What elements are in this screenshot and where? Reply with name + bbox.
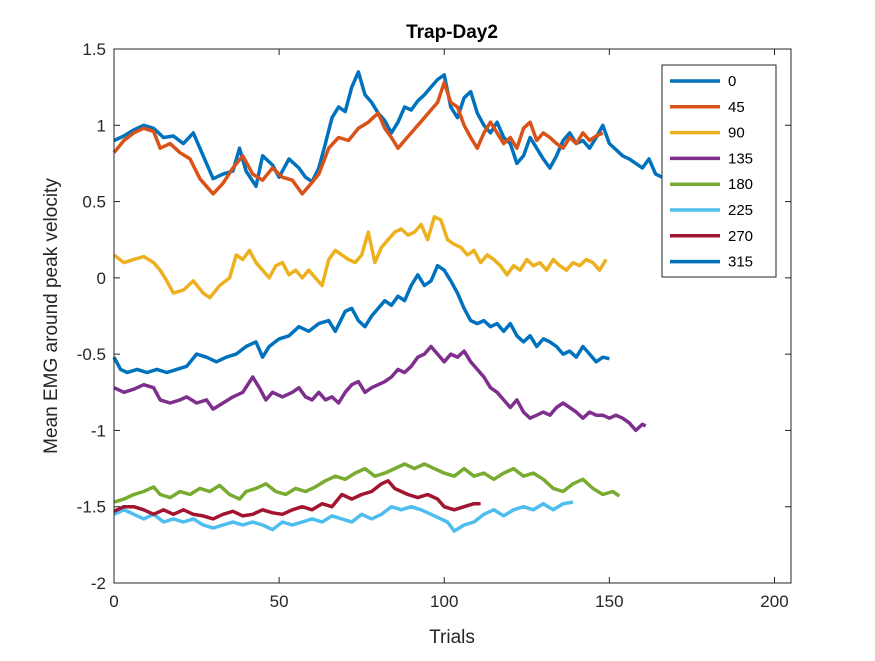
chart-title: Trap-Day2 [406,22,498,43]
series-group [112,70,663,533]
y-tick-label: 1.5 [82,40,106,59]
series-line-315 [112,263,610,375]
legend-label-0: 0 [728,73,736,90]
y-axis-ticks: -2 -1.5 -1 -0.5 0 0.5 1 1.5 [77,40,791,593]
x-axis-label: Trials [429,627,475,648]
legend-label-45: 45 [728,99,745,116]
legend-label-315: 315 [728,254,753,271]
series-line-0 [113,70,663,189]
legend-label-270: 270 [728,228,753,245]
x-tick-label: 0 [109,592,118,611]
series-line-225 [113,500,574,533]
legend-label-225: 225 [728,202,753,219]
series-line-270 [113,479,481,521]
y-tick-label: -0.5 [77,345,106,364]
series-line-90 [112,215,608,300]
legend-box [661,64,777,278]
legend-label-135: 135 [728,150,753,167]
y-tick-label: 0 [97,269,106,288]
x-tick-label: 50 [270,592,289,611]
legend-label-90: 90 [728,125,745,142]
series-line-135 [113,344,647,433]
series-line-45 [112,80,604,196]
y-axis-label: Mean EMG around peak velocity [41,178,62,454]
legend-label-180: 180 [728,176,753,193]
y-tick-label: -2 [91,574,106,593]
x-tick-label: 200 [760,592,788,611]
y-tick-label: -1 [91,421,106,440]
y-tick-label: 0.5 [82,193,106,212]
series-line-180 [113,462,621,504]
y-tick-label: 1 [97,116,106,135]
x-tick-label: 150 [595,592,623,611]
plot-frame [113,48,792,584]
x-tick-label: 100 [430,592,458,611]
y-tick-label: -1.5 [77,498,106,517]
legend: 0 45 90 135 180 225 270 315 [661,64,777,278]
x-axis-ticks: 0 50 100 150 200 [109,49,789,611]
